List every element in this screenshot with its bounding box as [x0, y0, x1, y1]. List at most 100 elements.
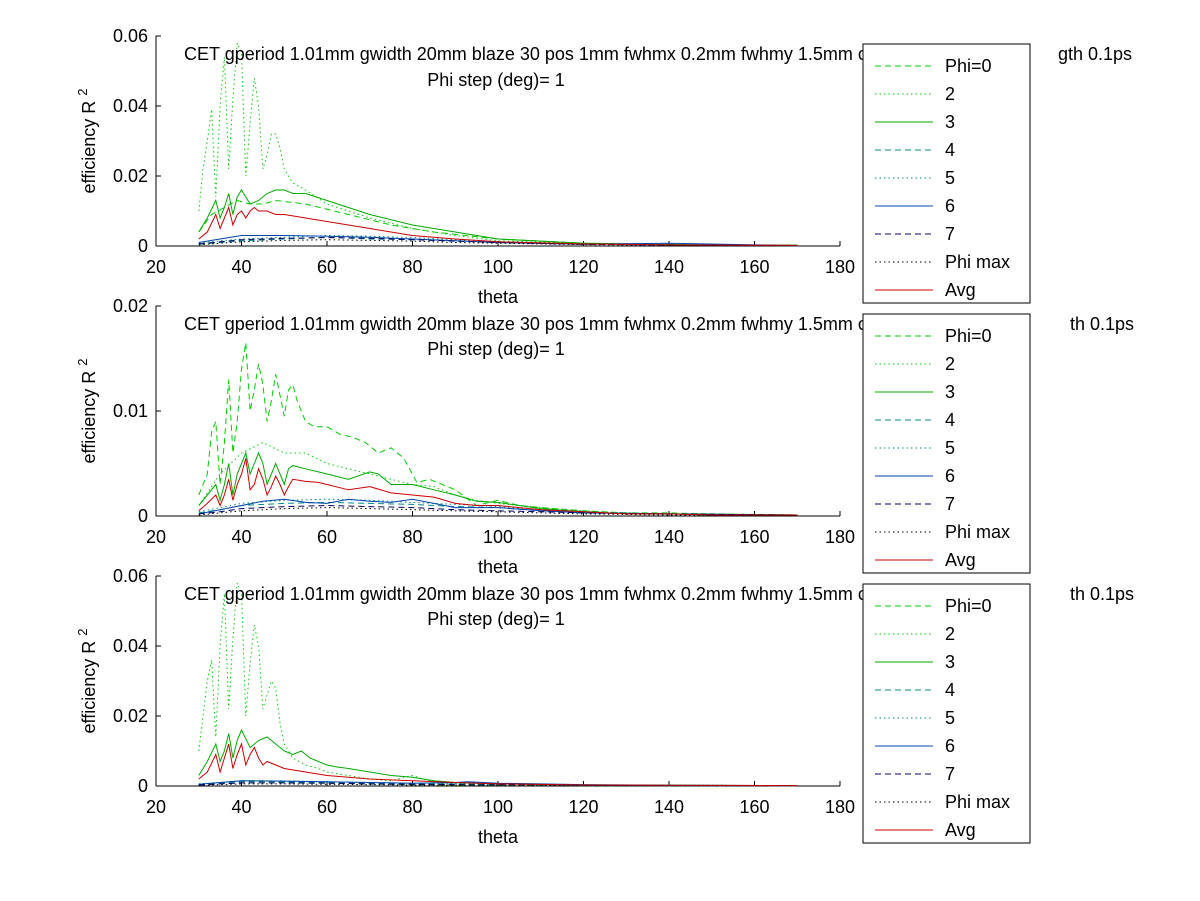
x-tick-label: 120: [568, 527, 598, 547]
x-tick-label: 160: [739, 257, 769, 277]
x-axis-label: theta: [478, 557, 519, 577]
legend-label: Phi=0: [945, 56, 992, 76]
legend-label: 5: [945, 168, 955, 188]
legend-label: 3: [945, 652, 955, 672]
x-axis-label: theta: [478, 827, 519, 847]
series-line-4: [198, 781, 798, 787]
legend-label: 6: [945, 466, 955, 486]
y-axis-label: efficiency R 2: [75, 89, 99, 194]
legend-label: 2: [945, 354, 955, 374]
y-axis-label: efficiency R 2: [75, 629, 99, 734]
y-tick-label: 0.02: [113, 296, 148, 316]
series-line-9: [198, 458, 798, 516]
x-tick-label: 60: [317, 257, 337, 277]
x-tick-label: 180: [825, 797, 855, 817]
x-tick-label: 100: [483, 797, 513, 817]
legend-box: [862, 583, 1031, 844]
x-tick-label: 100: [483, 257, 513, 277]
x-tick-label: 120: [568, 257, 598, 277]
y-tick-label: 0.06: [113, 26, 148, 46]
y-tick-label: 0: [138, 776, 148, 796]
y-tick-label: 0.01: [113, 401, 148, 421]
x-tick-label: 40: [231, 797, 251, 817]
y-tick-label: 0.02: [113, 706, 148, 726]
legend-2: Phi=0 2 3 4 5 6 7 Phi max Avg: [862, 313, 1031, 574]
series-line-9: [198, 205, 798, 246]
legend-label: Phi=0: [945, 326, 992, 346]
x-tick-label: 60: [317, 797, 337, 817]
x-tick-label: 180: [825, 527, 855, 547]
y-tick-label: 0: [138, 506, 148, 526]
series-line-3: [198, 451, 798, 516]
x-tick-label: 80: [402, 527, 422, 547]
x-tick-label: 180: [825, 257, 855, 277]
chart-title-tail: th 0.1ps: [1070, 314, 1134, 334]
y-tick-label: 0: [138, 236, 148, 256]
legend-box: [862, 313, 1031, 574]
x-tick-label: 20: [146, 797, 166, 817]
series-line-7: [198, 782, 798, 787]
legend-box: [862, 43, 1031, 304]
x-tick-label: 120: [568, 797, 598, 817]
chart-title: CET gperiod 1.01mm gwidth 20mm blaze 30 …: [184, 584, 928, 604]
x-tick-label: 140: [654, 797, 684, 817]
series-line-9: [198, 742, 798, 787]
legend-label: Phi max: [945, 252, 1010, 272]
chart-title: CET gperiod 1.01mm gwidth 20mm blaze 30 …: [184, 44, 928, 64]
series-line-3: [198, 728, 798, 787]
legend-label: Avg: [945, 550, 976, 570]
x-tick-label: 20: [146, 257, 166, 277]
y-axis-label: efficiency R 2: [75, 359, 99, 464]
legend-1: Phi=0 2 3 4 5 6 7 Phi max Avg: [862, 43, 1031, 304]
x-tick-label: 140: [654, 257, 684, 277]
legend-label: 7: [945, 224, 955, 244]
legend-label: 4: [945, 680, 955, 700]
subplot-1: 20 40 60 80 100 120 140 160 180 0 0.02 0.04 0.06 CET …: [75, 26, 1132, 307]
x-tick-label: 20: [146, 527, 166, 547]
legend-label: 3: [945, 382, 955, 402]
legend-label: 6: [945, 736, 955, 756]
chart-title-tail: th 0.1ps: [1070, 584, 1134, 604]
subplot-3: 20 40 60 80 100 120 140 160 180 0 0.02 0.04 0.06 CET …: [75, 566, 1134, 847]
legend-label: 4: [945, 140, 955, 160]
subplot-2: 20 40 60 80 100 120 140 160 180 0 0.01 0.02 CET gper…: [75, 296, 1134, 577]
y-tick-label: 0.02: [113, 166, 148, 186]
legend-label: Phi max: [945, 792, 1010, 812]
x-tick-label: 160: [739, 527, 769, 547]
chart-title-tail: gth 0.1ps: [1058, 44, 1132, 64]
x-tick-label: 100: [483, 527, 513, 547]
chart-title: CET gperiod 1.01mm gwidth 20mm blaze 30 …: [184, 314, 928, 334]
x-tick-label: 40: [231, 257, 251, 277]
series-line-2: [198, 441, 798, 516]
x-tick-label: 80: [402, 257, 422, 277]
series-line-2: [198, 42, 798, 246]
series-line-3: [198, 189, 798, 246]
y-tick-label: 0.04: [113, 636, 148, 656]
legend-label: Phi=0: [945, 596, 992, 616]
legend-label: 3: [945, 112, 955, 132]
legend-label: Avg: [945, 820, 976, 840]
legend-label: 6: [945, 196, 955, 216]
series-line-7: [198, 504, 798, 516]
series-line-7: [198, 237, 798, 247]
chart-subtitle: Phi step (deg)= 1: [427, 70, 565, 90]
y-tick-label: 0.04: [113, 96, 148, 116]
series-line-6: [198, 498, 798, 516]
x-tick-label: 40: [231, 527, 251, 547]
chart-subtitle: Phi step (deg)= 1: [427, 609, 565, 629]
chart-subtitle: Phi step (deg)= 1: [427, 339, 565, 359]
y-tick-label: 0.06: [113, 566, 148, 586]
legend-label: 5: [945, 708, 955, 728]
x-tick-label: 60: [317, 527, 337, 547]
x-tick-label: 140: [654, 527, 684, 547]
legend-3: Phi=0 2 3 4 5 6 7 Phi max Avg: [862, 583, 1031, 844]
legend-label: 4: [945, 410, 955, 430]
legend-label: 5: [945, 438, 955, 458]
series-line-1: [198, 342, 798, 516]
legend-label: Avg: [945, 280, 976, 300]
legend-label: 2: [945, 84, 955, 104]
legend-label: 7: [945, 764, 955, 784]
x-tick-label: 160: [739, 797, 769, 817]
legend-label: Phi max: [945, 522, 1010, 542]
